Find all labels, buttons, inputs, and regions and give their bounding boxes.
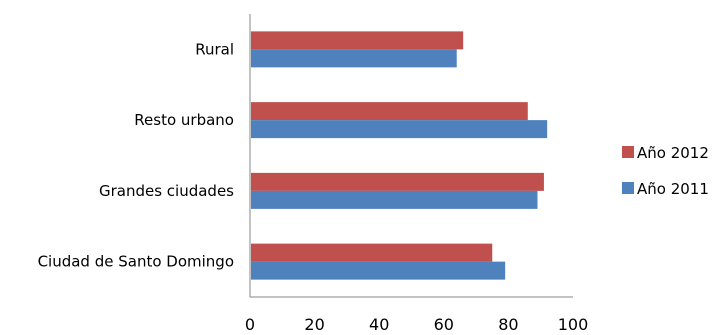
category-label-ciudad-de-santo-domingo: Ciudad de Santo Domingo (38, 253, 234, 271)
legend: Año 2012 Año 2011 (622, 144, 709, 198)
x-tick-label-60: 60 (434, 315, 454, 334)
legend-label-ano-2011: Año 2011 (637, 180, 709, 198)
bar-ano-2012-rural (251, 31, 464, 50)
x-tick-label-40: 40 (369, 315, 389, 334)
bar-ano-2012-ciudad-de-santo-domingo (251, 243, 493, 262)
legend-swatch-ano-2012 (622, 146, 634, 158)
category-labels: Ciudad de Santo Domingo Grandes ciudades R… (38, 40, 235, 270)
x-tick-label-20: 20 (304, 315, 324, 334)
legend-label-ano-2012: Año 2012 (637, 144, 709, 162)
bar-ano-2011-rural (251, 49, 457, 68)
legend-swatch-ano-2011 (622, 182, 634, 194)
bar-ano-2011-resto-urbano (251, 120, 548, 139)
bar-ano-2012-grandes-ciudades (251, 172, 544, 191)
x-tick-label-80: 80 (498, 315, 518, 334)
category-label-rural: Rural (195, 40, 234, 58)
bars-group (251, 31, 548, 280)
x-tick-label-0: 0 (245, 315, 255, 334)
x-tick-label-100: 100 (558, 315, 589, 334)
bar-ano-2012-resto-urbano (251, 102, 528, 121)
bar-ano-2011-grandes-ciudades (251, 190, 538, 209)
category-label-grandes-ciudades: Grandes ciudades (99, 182, 234, 200)
category-label-resto-urbano: Resto urbano (134, 111, 234, 129)
x-tick-labels: 0 20 40 60 80 100 (245, 315, 588, 334)
bar-ano-2011-ciudad-de-santo-domingo (251, 261, 506, 280)
